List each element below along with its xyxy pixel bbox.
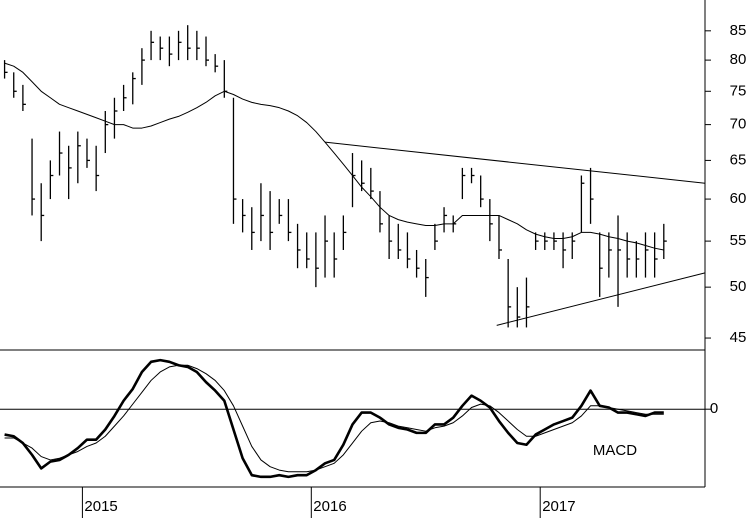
y-tick-label: 75: [730, 82, 747, 99]
x-tick-label: 2015: [84, 498, 117, 515]
y-tick-label: 70: [730, 116, 747, 133]
x-tick-label: 2017: [542, 498, 575, 515]
y-tick-label: 50: [730, 278, 747, 295]
trendline: [496, 272, 706, 326]
y-tick-label: 45: [730, 329, 747, 346]
y-tick-label: 85: [730, 22, 747, 39]
x-tick-label: 2016: [313, 498, 346, 515]
y-tick-label: 60: [730, 190, 747, 207]
y-tick-label: 55: [730, 232, 747, 249]
signal-line: [4, 364, 664, 473]
macd-label: MACD: [593, 442, 637, 459]
y-tick-label: 0: [710, 400, 718, 417]
macd-line: [4, 358, 664, 479]
moving-average: [4, 62, 664, 251]
trendline: [324, 141, 706, 184]
y-tick-label: 65: [730, 151, 747, 168]
y-tick-label: 80: [730, 51, 747, 68]
